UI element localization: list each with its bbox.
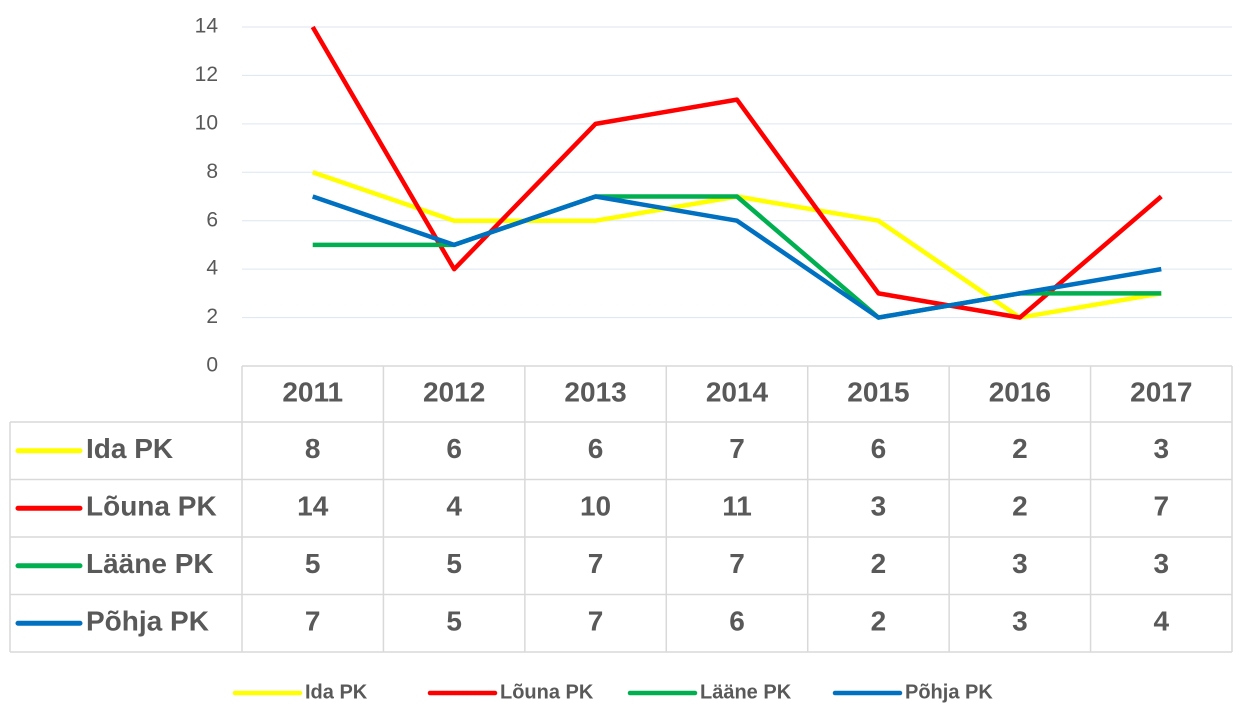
x-tick-label: 2013 [564,376,626,407]
legend-label: Ida PK [305,681,368,703]
table-value: 10 [580,491,611,522]
table-series-name: Ida PK [86,433,173,464]
table-value: 3 [1012,548,1028,579]
table-value: 7 [729,433,745,464]
table-series-name: Lääne PK [86,548,214,579]
legend-label: Lõuna PK [500,681,594,703]
table-value: 3 [1153,548,1169,579]
table-series-name: Lõuna PK [86,491,217,522]
table-value: 5 [305,548,321,579]
table-value: 14 [297,491,329,522]
x-tick-label: 2012 [423,376,485,407]
y-tick-label: 4 [206,257,218,280]
table-series-name: Põhja PK [86,606,209,637]
table-value: 7 [1153,491,1169,522]
table-value: 2 [871,548,887,579]
table-value: 2 [871,606,887,637]
legend-label: Lääne PK [700,681,792,703]
y-tick-label: 12 [195,63,218,86]
x-tick-label: 2017 [1130,376,1192,407]
table-value: 2 [1012,491,1028,522]
y-tick-label: 10 [195,111,218,134]
table-value: 6 [588,433,604,464]
table-value: 7 [305,606,321,637]
series-line [310,25,1163,320]
table-value: 7 [588,548,604,579]
x-tick-label: 2011 [282,376,343,407]
table-value: 7 [588,606,604,637]
table-value: 3 [1153,433,1169,464]
table-value: 11 [722,491,752,522]
x-tick-label: 2016 [989,376,1051,407]
table-value: 6 [446,433,462,464]
y-tick-label: 0 [206,354,218,377]
table-value: 6 [871,433,887,464]
table-value: 5 [446,606,462,637]
table-value: 6 [729,606,745,637]
y-tick-label: 6 [206,208,218,231]
series-line [311,194,1162,320]
table-value: 2 [1012,433,1028,464]
table-value: 5 [446,548,462,579]
table-value: 7 [729,548,745,579]
table-value: 4 [1153,606,1169,637]
table-value: 4 [446,491,462,522]
legend-label: Põhja PK [905,681,993,703]
y-tick-label: 2 [206,305,218,328]
table-value: 3 [1012,606,1028,637]
y-tick-label: 14 [195,15,219,38]
table-value: 8 [305,433,321,464]
table-value: 3 [871,491,887,522]
x-tick-label: 2015 [847,376,909,407]
y-tick-label: 8 [206,160,218,183]
x-tick-label: 2014 [706,376,769,407]
